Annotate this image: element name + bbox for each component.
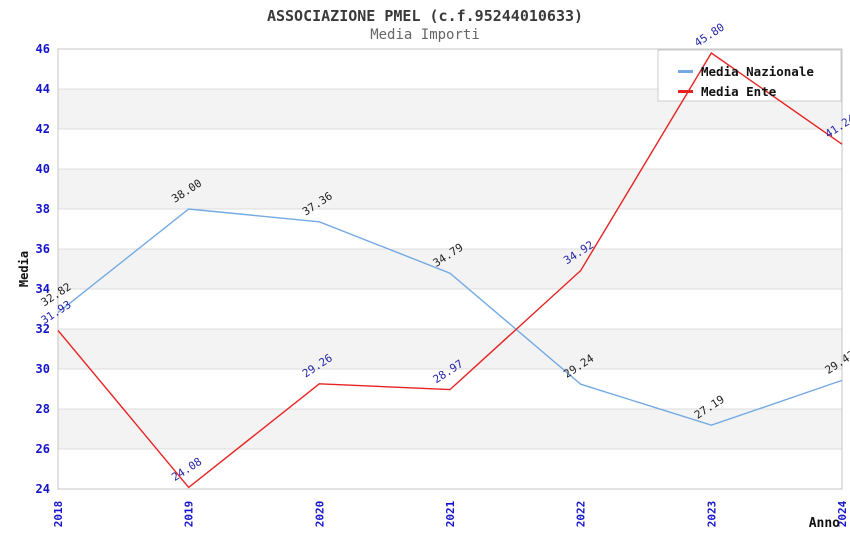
y-tick-label: 44 bbox=[36, 82, 50, 96]
y-tick-label: 28 bbox=[36, 402, 50, 416]
y-tick-label: 26 bbox=[36, 442, 50, 456]
x-tick-label: 2023 bbox=[705, 501, 718, 528]
y-tick-label: 34 bbox=[36, 282, 50, 296]
x-tick-label: 2019 bbox=[183, 501, 196, 528]
y-axis-title: Media bbox=[17, 250, 31, 288]
series-line-media-nazionale bbox=[57, 208, 843, 426]
y-tick-label: 42 bbox=[36, 122, 50, 136]
x-tick-label: 2024 bbox=[836, 500, 849, 527]
x-tick-label: 2021 bbox=[444, 500, 457, 527]
y-tick-label: 24 bbox=[36, 482, 50, 496]
data-label: 45.80 bbox=[692, 21, 727, 50]
x-tick-label: 2018 bbox=[52, 501, 65, 528]
plot-band bbox=[58, 249, 842, 289]
legend-item-media-ente: Media Ente bbox=[658, 81, 841, 101]
y-tick-label: 38 bbox=[36, 202, 50, 216]
x-tick-label: 2022 bbox=[575, 501, 588, 528]
y-tick-label: 32 bbox=[36, 322, 50, 336]
plot-band bbox=[58, 409, 842, 449]
x-tick-label: 2020 bbox=[313, 501, 326, 528]
series-line-media-ente bbox=[57, 51, 843, 489]
chart-title: ASSOCIAZIONE PMEL (c.f.95244010633) bbox=[266, 7, 584, 25]
legend-swatch-media-ente bbox=[678, 89, 693, 93]
x-axis-title: Anno bbox=[808, 516, 840, 531]
legend-swatch-media-nazionale bbox=[678, 69, 693, 73]
y-tick-label: 40 bbox=[36, 162, 50, 176]
legend-item-media-nazionale: Media Nazionale bbox=[658, 61, 841, 81]
legend-label-media-ente: Media Ente bbox=[701, 83, 777, 99]
y-tick-label: 36 bbox=[36, 242, 50, 256]
y-tick-label: 46 bbox=[36, 42, 50, 56]
legend-label-media-nazionale: Media Nazionale bbox=[701, 63, 814, 79]
legend: Media Nazionale Media Ente bbox=[658, 50, 841, 101]
plot-border bbox=[57, 48, 843, 490]
chart-subtitle: Media Importi bbox=[370, 27, 480, 43]
y-tick-label: 30 bbox=[36, 362, 50, 376]
plot-band bbox=[58, 329, 842, 369]
plot-band bbox=[58, 169, 842, 209]
legend-box bbox=[657, 49, 842, 102]
